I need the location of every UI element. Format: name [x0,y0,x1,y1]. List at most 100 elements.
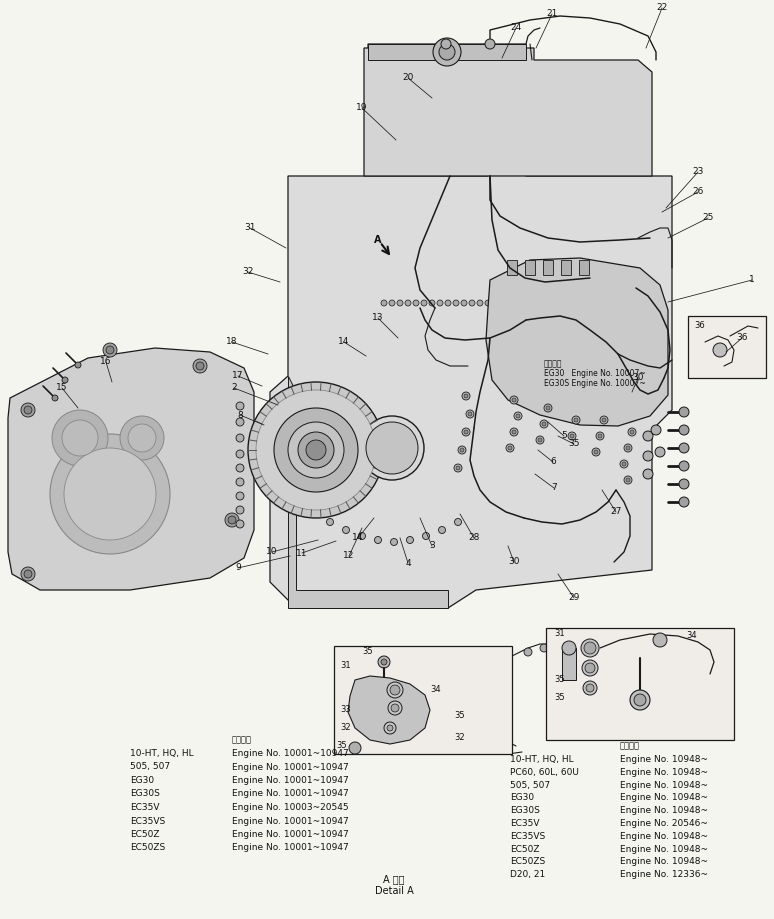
Polygon shape [368,44,526,60]
Circle shape [236,506,244,514]
Circle shape [630,690,650,710]
Circle shape [624,476,632,484]
Text: 32: 32 [242,267,254,277]
Circle shape [620,460,628,468]
Circle shape [679,443,689,453]
Circle shape [248,382,384,518]
Circle shape [391,704,399,712]
Circle shape [388,701,402,715]
Circle shape [464,394,468,398]
Circle shape [516,414,520,418]
Circle shape [225,513,239,527]
Circle shape [554,646,562,654]
Text: 35: 35 [362,647,372,656]
Circle shape [349,742,361,754]
Polygon shape [561,260,571,275]
FancyBboxPatch shape [688,316,766,378]
Circle shape [378,656,390,668]
Circle shape [713,343,727,357]
Text: Engine No. 10001~10947: Engine No. 10001~10947 [232,776,349,785]
Circle shape [236,492,244,500]
Text: Engine No. 10001~10947: Engine No. 10001~10947 [232,816,349,825]
Text: 30: 30 [632,373,644,382]
Text: 10-HT, HQ, HL: 10-HT, HQ, HL [510,755,574,764]
Polygon shape [364,44,652,176]
Text: 34: 34 [686,631,697,640]
Circle shape [62,420,98,456]
Polygon shape [579,260,589,275]
Circle shape [298,432,334,468]
Circle shape [509,300,515,306]
Circle shape [405,300,411,306]
Text: Engine No. 10948~: Engine No. 10948~ [620,857,708,867]
Circle shape [592,448,600,456]
Polygon shape [486,258,668,426]
Circle shape [236,434,244,442]
Text: 4: 4 [405,559,411,568]
Circle shape [439,527,446,534]
Circle shape [52,395,58,401]
Circle shape [236,402,244,410]
Circle shape [390,685,400,695]
Circle shape [585,663,595,673]
Circle shape [485,39,495,49]
Text: 22: 22 [656,4,668,13]
Text: EC50Z: EC50Z [130,830,159,839]
Text: 27: 27 [611,507,622,516]
Circle shape [421,300,427,306]
Text: Engine No. 10001~10947: Engine No. 10001~10947 [232,830,349,839]
Circle shape [454,518,461,526]
Circle shape [626,446,630,450]
Text: 30: 30 [509,558,520,566]
Text: A 詳細: A 詳細 [383,874,405,884]
Circle shape [517,300,523,306]
Circle shape [572,416,580,424]
Circle shape [52,410,108,466]
Polygon shape [8,348,254,590]
Circle shape [493,300,499,306]
Text: 適用号機: 適用号機 [232,735,252,744]
Text: EG30   Engine No. 10007~: EG30 Engine No. 10007~ [544,369,646,378]
Text: 7: 7 [551,483,557,493]
Circle shape [21,567,35,581]
Circle shape [468,732,476,740]
Text: 31: 31 [554,629,564,638]
Text: 35: 35 [454,711,464,720]
Circle shape [679,425,689,435]
Circle shape [512,430,516,434]
Text: EC50ZS: EC50ZS [510,857,545,867]
Text: 11: 11 [296,549,308,558]
Circle shape [570,434,574,438]
Circle shape [480,730,488,738]
Circle shape [600,416,608,424]
Circle shape [193,359,207,373]
Circle shape [196,362,204,370]
Text: 2: 2 [231,383,237,392]
Circle shape [462,428,470,436]
Text: 35: 35 [554,693,564,702]
Circle shape [75,362,81,368]
Text: EC50Z: EC50Z [510,845,539,854]
Text: A: A [374,235,382,245]
Circle shape [501,300,507,306]
Polygon shape [288,376,448,608]
Text: 36: 36 [736,334,748,343]
Circle shape [477,300,483,306]
Polygon shape [348,676,430,744]
Text: Engine No. 10001~10947: Engine No. 10001~10947 [232,789,349,799]
Circle shape [586,684,594,692]
Text: Engine No. 10948~: Engine No. 10948~ [620,845,708,854]
Circle shape [120,416,164,460]
Circle shape [50,434,170,554]
Circle shape [468,718,476,726]
Text: EG30S: EG30S [130,789,160,799]
Text: 19: 19 [356,104,368,112]
Text: 14: 14 [352,534,364,542]
Circle shape [622,462,626,466]
Circle shape [460,448,464,452]
Circle shape [437,300,443,306]
Circle shape [106,346,114,354]
Circle shape [538,438,542,442]
Text: 16: 16 [101,357,111,367]
Text: 21: 21 [546,9,558,18]
